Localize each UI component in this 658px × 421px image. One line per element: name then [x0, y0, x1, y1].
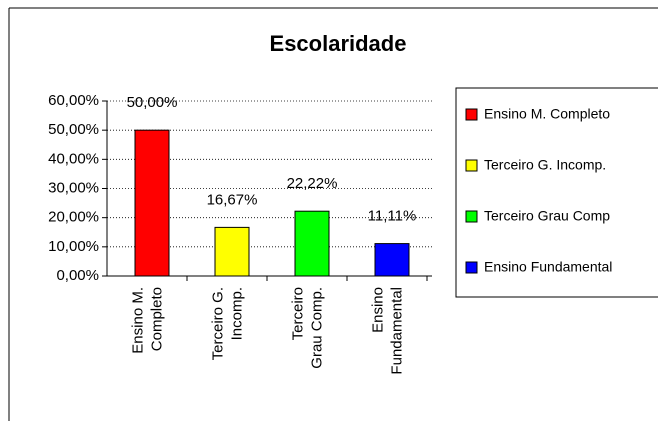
value-label: 16,67% [207, 191, 258, 208]
legend-label: Ensino Fundamental [484, 259, 612, 275]
x-tick-label: Terceiro [289, 287, 306, 340]
legend-swatch [465, 108, 478, 121]
value-label: 11,11% [368, 208, 417, 225]
legend-swatch [465, 210, 478, 223]
x-tick-label: Completo [148, 287, 165, 351]
bar [294, 210, 330, 277]
legend-swatch [465, 159, 478, 172]
y-tick-label: 0,00% [56, 267, 99, 284]
x-tick-label: Terceiro G. [209, 287, 226, 360]
x-tick-label: Incomp. [228, 287, 245, 340]
y-tick-label: 10,00% [48, 238, 99, 255]
y-tick-label: 40,00% [48, 150, 99, 167]
legend-label: Ensino M. Completo [484, 106, 610, 122]
y-tick-label: 50,00% [48, 121, 99, 138]
x-tick-label: Grau Comp. [308, 287, 325, 369]
bar [214, 226, 250, 277]
legend-swatch [465, 261, 478, 274]
value-label: 50,00% [127, 94, 178, 111]
bar [374, 243, 410, 277]
legend-label: Terceiro G. Incomp. [484, 157, 606, 173]
legend-box [455, 87, 658, 298]
value-label: 22,22% [287, 175, 338, 192]
x-tick-label: Ensino [369, 287, 386, 333]
chart-title: Escolaridade [270, 31, 407, 56]
bar [134, 129, 170, 277]
x-tick-label: Fundamental [388, 287, 405, 375]
y-tick-label: 30,00% [48, 179, 99, 196]
x-tick-label: Ensino M. [129, 287, 146, 354]
legend: Ensino M. Completo Terceiro G. Incomp. Ter… [465, 106, 612, 275]
y-tick-label: 60,00% [48, 92, 99, 109]
legend-label: Terceiro Grau Comp [484, 208, 610, 224]
y-tick-label: 20,00% [48, 209, 99, 226]
